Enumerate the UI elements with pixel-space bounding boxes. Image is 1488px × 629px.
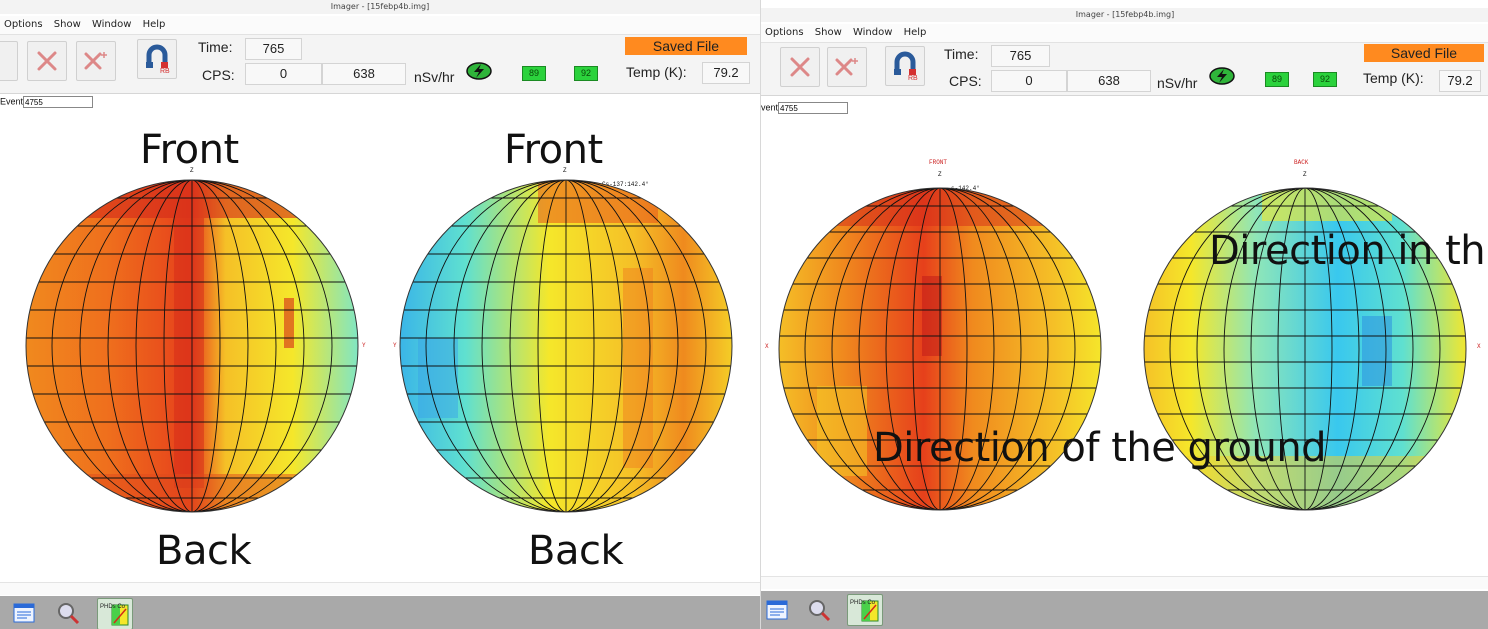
- axis-y-left: Y: [362, 342, 366, 349]
- label-front-right: Front: [504, 127, 603, 173]
- temp-label: Temp (K):: [626, 64, 687, 80]
- label-back-right: Back: [528, 528, 624, 574]
- time-label-2: Time:: [944, 46, 979, 62]
- rb-button[interactable]: RB: [137, 39, 177, 79]
- axis-z-right: Z: [563, 167, 567, 174]
- status-bar-2: [761, 576, 1488, 589]
- delete-button-2[interactable]: [780, 47, 820, 87]
- sphere-map-back-right: [1143, 187, 1467, 511]
- battery-1: 89: [522, 66, 546, 81]
- sphere-map-front-hot: [25, 179, 359, 513]
- delete-icon: [37, 51, 57, 71]
- sphere-map-front-cool: [399, 179, 733, 513]
- event-field: Event: [0, 96, 94, 108]
- battery-2: 92: [574, 66, 598, 81]
- phds-app-button-2[interactable]: PHDs Co: [847, 594, 883, 626]
- notepad-icon[interactable]: [765, 598, 789, 622]
- left-window: Imager - [15febp4b.img] Options Show Win…: [0, 0, 760, 629]
- temp-value: 79.2: [702, 62, 750, 84]
- delete-plus-button-2[interactable]: [827, 47, 867, 87]
- label-back-left: Back: [156, 528, 252, 574]
- axis-z-left: Z: [190, 167, 194, 174]
- lightning-icon: [1209, 67, 1235, 85]
- marker-cs137: Cs-137:142.4°: [602, 181, 649, 188]
- menu-help-2[interactable]: Help: [903, 27, 927, 38]
- axis-y-right: Y: [393, 342, 397, 349]
- label-front-left: Front: [140, 127, 239, 173]
- cps-value-1: 0: [245, 63, 322, 85]
- rb-text: RB: [160, 68, 170, 74]
- rb-text-2: RB: [908, 75, 918, 81]
- menu-options[interactable]: Options: [4, 19, 43, 30]
- cps-value-2: 638: [322, 63, 406, 85]
- delete-button[interactable]: [27, 41, 67, 81]
- time-value: 765: [245, 38, 302, 60]
- lightning-icon: [466, 62, 492, 80]
- delete-plus-icon: [84, 52, 107, 70]
- window-title-2: Imager - [15febp4b.img]: [761, 8, 1488, 22]
- battery-1-2: 89: [1265, 72, 1289, 87]
- event-label: Event: [0, 96, 24, 107]
- menu-bar-2: Options Show Window Help: [761, 24, 1488, 43]
- dose-unit-2: nSv/hr: [1157, 75, 1198, 91]
- phds-app-button[interactable]: PHDs Co: [97, 598, 133, 629]
- status-bar: [0, 582, 760, 595]
- taskbar-2: PHDs Co: [761, 591, 1488, 629]
- window-title: Imager - [15febp4b.img]: [0, 0, 760, 14]
- phds-label-2: PHDs Co: [850, 600, 876, 606]
- event-field-2: Event: [761, 102, 849, 114]
- saved-file-status-2: Saved File: [1364, 44, 1484, 62]
- phds-app-icon: PHDs Co: [100, 604, 129, 626]
- rb-magnet-icon: RB: [146, 44, 170, 74]
- marker-cs137-2: s-142.4°: [951, 185, 980, 192]
- temp-label-2: Temp (K):: [1363, 70, 1424, 86]
- right-window: Imager - [15febp4b.img] Options Show Win…: [760, 0, 1488, 629]
- cps-value-1-2: 0: [991, 70, 1067, 92]
- cps-value-2-2: 638: [1067, 70, 1151, 92]
- time-value-2: 765: [991, 45, 1050, 67]
- annotation-sky: Direction in th: [1209, 228, 1486, 274]
- event-input[interactable]: [23, 96, 94, 108]
- axis-x-r2: X: [1477, 343, 1481, 350]
- toolbar-2: RB Time: 765 CPS: 0 638 nSv/hr 89 92 Sav…: [761, 43, 1488, 96]
- cps-label: CPS:: [202, 67, 235, 83]
- delete-plus-icon: [835, 58, 858, 76]
- tiny-back-label: BACK: [1294, 159, 1309, 166]
- menu-window[interactable]: Window: [91, 19, 132, 30]
- axis-z-r1: Z: [938, 171, 942, 178]
- menu-bar: Options Show Window Help: [0, 16, 760, 35]
- axis-z-r2: Z: [1303, 171, 1307, 178]
- menu-options-2[interactable]: Options: [765, 27, 804, 38]
- menu-show-2[interactable]: Show: [814, 27, 842, 38]
- temp-value-2: 79.2: [1439, 70, 1481, 92]
- annotation-ground: Direction of the ground: [873, 425, 1327, 471]
- phds-label: PHDs Co: [100, 604, 126, 610]
- menu-window-2[interactable]: Window: [852, 27, 893, 38]
- phds-app-icon: PHDs Co: [850, 600, 879, 622]
- event-input-2[interactable]: [778, 102, 849, 114]
- sphere-map-front-right: [778, 187, 1102, 511]
- dose-unit: nSv/hr: [414, 69, 455, 85]
- time-label: Time:: [198, 39, 233, 55]
- search-tool-icon[interactable]: [807, 598, 831, 622]
- rb-magnet-icon: RB: [894, 51, 918, 81]
- notepad-icon[interactable]: [12, 601, 36, 625]
- toolbar-button-partial[interactable]: [0, 41, 18, 81]
- toolbar: RB Time: 765 CPS: 0 638 nSv/hr 89 92 Sav…: [0, 35, 760, 94]
- saved-file-status: Saved File: [625, 37, 747, 55]
- event-label-2: Event: [761, 102, 779, 113]
- delete-icon: [790, 57, 810, 77]
- taskbar: PHDs Co: [0, 596, 760, 629]
- menu-show[interactable]: Show: [53, 19, 81, 30]
- axis-x-r1: X: [765, 343, 769, 350]
- battery-2-2: 92: [1313, 72, 1337, 87]
- delete-plus-button[interactable]: [76, 41, 116, 81]
- menu-help[interactable]: Help: [142, 19, 166, 30]
- search-tool-icon[interactable]: [56, 601, 80, 625]
- cps-label-2: CPS:: [949, 73, 982, 89]
- tiny-front-label: FRONT: [929, 159, 948, 166]
- rb-button-2[interactable]: RB: [885, 46, 925, 86]
